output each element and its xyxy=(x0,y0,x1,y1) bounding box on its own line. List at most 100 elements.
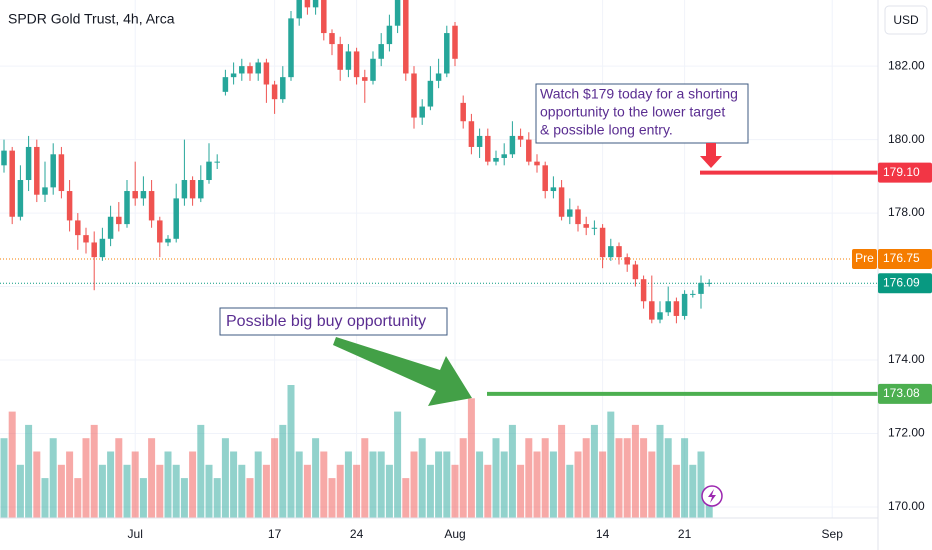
currency[interactable]: USD xyxy=(893,13,919,27)
volume-bar xyxy=(648,451,656,518)
volume-bar xyxy=(295,451,303,518)
volume-bar xyxy=(418,438,426,518)
candle-body xyxy=(632,264,639,280)
candle-body xyxy=(419,106,425,118)
chart-title: SPDR Gold Trust, 4h, Arca xyxy=(8,11,175,27)
candle-body xyxy=(312,0,319,8)
volume-bar xyxy=(402,478,410,518)
candle-body xyxy=(304,0,311,8)
candle-body xyxy=(165,238,171,243)
volume-bar xyxy=(0,438,8,518)
volume-bar xyxy=(451,464,459,518)
candle-body xyxy=(460,102,466,122)
volume-bar xyxy=(697,451,705,518)
volume-bar xyxy=(189,451,197,518)
candle-body xyxy=(116,216,122,225)
volume-bar xyxy=(353,464,361,518)
candle-body xyxy=(107,216,114,239)
candle-body xyxy=(66,191,73,221)
volume-bar xyxy=(443,451,451,518)
candle-body xyxy=(124,191,130,225)
candle-body xyxy=(247,66,253,74)
volume-bar xyxy=(74,478,82,518)
volume-bar xyxy=(131,451,139,518)
volume-bar xyxy=(369,451,377,518)
volume-bar xyxy=(492,438,500,518)
candle-body xyxy=(386,25,393,45)
volume-bar xyxy=(213,478,221,518)
candle-body xyxy=(542,165,548,192)
volume-bar xyxy=(271,438,279,518)
price-label-box xyxy=(878,162,932,183)
candle-body xyxy=(239,66,245,74)
candle-body xyxy=(288,18,294,78)
candles xyxy=(1,0,712,324)
volume-bar xyxy=(66,451,74,518)
volume-bar xyxy=(525,438,533,518)
volume-bar xyxy=(467,398,475,518)
candle-body xyxy=(1,150,7,166)
candle-body xyxy=(567,209,573,217)
candle-body xyxy=(517,135,524,140)
volume-bar xyxy=(312,438,320,518)
volume-bar xyxy=(623,438,631,518)
currency-button[interactable] xyxy=(884,5,928,35)
candle-body xyxy=(83,235,89,243)
candle-body xyxy=(673,301,680,316)
volume-bar xyxy=(508,424,516,518)
candle-body xyxy=(657,312,663,320)
volume-bar xyxy=(533,451,541,518)
annotation-text: & possible long entry. xyxy=(540,122,673,138)
volume-bar xyxy=(574,451,582,518)
volume-bar xyxy=(279,424,287,518)
candle-body xyxy=(690,293,696,295)
price-label-box xyxy=(878,273,932,294)
volume-bar xyxy=(672,464,680,518)
candle-body xyxy=(501,154,507,158)
candle-body xyxy=(255,62,261,74)
volume-bar xyxy=(426,464,434,518)
volume-pane xyxy=(0,385,713,518)
candle-body xyxy=(91,242,97,258)
volume-bar xyxy=(221,438,229,518)
volume-bar xyxy=(82,438,90,518)
candle-body xyxy=(181,180,188,199)
candle-body xyxy=(550,187,557,192)
candle-body xyxy=(337,44,343,70)
candle-body xyxy=(9,150,15,217)
volume-bar xyxy=(631,424,639,518)
volume-bar xyxy=(435,451,443,518)
candle-body xyxy=(75,220,81,236)
candle-body xyxy=(222,77,229,92)
price-label: 176.09 xyxy=(883,275,920,289)
y-tick-label: 178.00 xyxy=(888,205,925,219)
candle-body xyxy=(485,135,491,162)
volume-bar xyxy=(115,438,123,518)
volume-bar xyxy=(33,451,41,518)
annotation-box xyxy=(535,83,749,144)
volume-bar xyxy=(640,438,648,518)
candle-body xyxy=(42,187,48,195)
candle-body xyxy=(649,301,655,320)
candle-body xyxy=(435,73,442,81)
candle-body xyxy=(25,146,32,181)
volume-bar xyxy=(484,464,492,518)
price-label: 176.75 xyxy=(883,251,920,265)
volume-bar xyxy=(410,451,418,518)
volume-bar xyxy=(689,464,697,518)
volume-bar xyxy=(148,438,156,518)
price-label-box xyxy=(878,249,932,269)
volume-bar xyxy=(25,424,33,518)
volume-bar xyxy=(681,438,689,518)
annotation-text: Watch $179 today for a shorting xyxy=(540,86,738,102)
x-tick-label: 21 xyxy=(678,527,692,541)
y-tick-label: 172.00 xyxy=(888,426,925,440)
candle-body xyxy=(493,157,499,162)
candle-body xyxy=(34,146,40,195)
candle-body xyxy=(173,198,179,239)
volume-bar xyxy=(377,451,385,518)
volume-bar xyxy=(599,451,607,518)
candle-body xyxy=(444,33,450,74)
replay-icon-glyph xyxy=(708,489,716,503)
